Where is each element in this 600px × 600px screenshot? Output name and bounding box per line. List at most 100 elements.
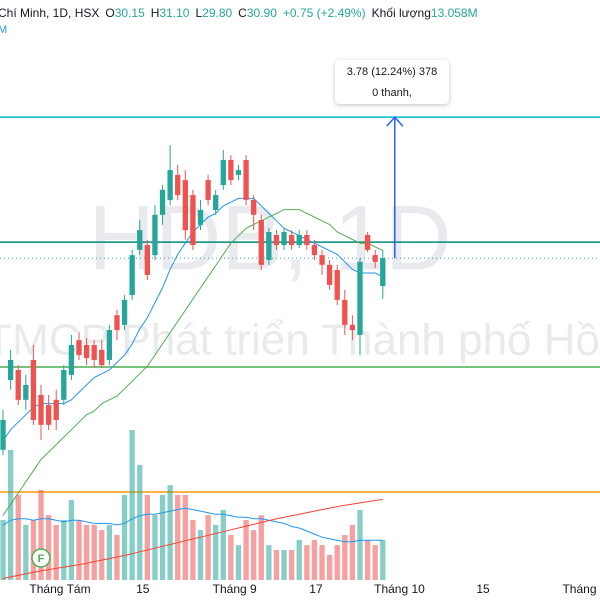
volume-bar — [38, 490, 44, 580]
candle-body — [114, 315, 120, 331]
candle-body — [334, 270, 340, 300]
volume-bar — [137, 464, 143, 580]
candle-body — [235, 170, 242, 175]
legend-key: L — [195, 6, 203, 20]
candle-body — [137, 230, 143, 250]
candle-body — [281, 232, 287, 246]
volume-ma-line — [2, 499, 383, 579]
candle-body — [144, 245, 150, 275]
legend-value: 30.15 — [114, 6, 145, 20]
candle-body — [213, 195, 219, 210]
candle-body — [288, 234, 295, 246]
candle-body — [326, 264, 333, 285]
volume-bar — [372, 545, 378, 580]
symbol: Chí Minh, 1D, HSX — [0, 6, 100, 20]
legend-sub: M — [0, 24, 8, 36]
candle-body — [349, 324, 356, 331]
volume-bar — [357, 509, 363, 580]
legend-key: Khối lượng — [371, 6, 431, 20]
volume-bar — [68, 500, 75, 580]
legend-item: L29.80 — [195, 6, 232, 20]
legend-value: 29.80 — [202, 6, 233, 20]
volume-bar — [144, 494, 150, 580]
volume-bar — [159, 494, 166, 580]
x-tick-label: 17 — [309, 582, 323, 596]
volume-bar — [349, 524, 356, 580]
volume-bar — [205, 515, 211, 580]
volume-bar — [281, 550, 287, 580]
legend-item: Khối lượng13.058M — [372, 6, 478, 20]
candle-body — [68, 345, 75, 375]
volume-bar — [76, 520, 82, 580]
x-tick-label: 15 — [476, 582, 490, 596]
x-tick-label: Tháng 9 — [213, 582, 257, 596]
candle-body — [167, 170, 173, 200]
candle-body — [228, 160, 234, 181]
x-tick-label: Tháng — [562, 582, 596, 596]
candle-body — [91, 345, 97, 360]
candle-body — [152, 214, 158, 256]
volume-bar — [258, 515, 264, 580]
event-label: F — [38, 553, 45, 565]
legend-item: +0.75 (+2.49%) — [283, 6, 366, 20]
legend-value: +0.75 (+2.49%) — [282, 6, 366, 20]
candle-body — [243, 160, 249, 200]
legend-header: Chí Minh, 1D, HSX O30.15 H31.10 L29.80 C30.… — [0, 6, 478, 20]
volume-bar — [23, 524, 29, 580]
volume-bar — [266, 545, 272, 580]
volume-bar — [106, 524, 113, 580]
candle-body — [61, 370, 67, 400]
candle-body — [83, 345, 90, 359]
time-axis — [0, 580, 600, 600]
volume-bar — [251, 530, 257, 580]
volume-bar — [364, 539, 371, 580]
volume-bar — [288, 550, 295, 580]
measure-label: 3.78 (12.24%) 378 — [346, 66, 438, 78]
candle-body — [220, 160, 226, 186]
measure-box: 3.78 (12.24%) 378 0 thanh, — [335, 60, 449, 104]
volume-bar — [91, 524, 97, 580]
volume-bar — [61, 520, 67, 580]
volume-bar — [228, 535, 234, 580]
volume-bar — [7, 449, 14, 580]
volume-bar — [152, 515, 158, 580]
candle-body — [311, 245, 318, 256]
candle-body — [357, 261, 363, 335]
volume-bar — [53, 524, 59, 580]
volume-bar — [0, 520, 6, 580]
candle-body — [251, 199, 257, 215]
candle-body — [15, 370, 21, 400]
candle-body — [129, 255, 135, 296]
candle-body — [106, 330, 113, 360]
legend-key: O — [105, 6, 115, 20]
volume-bar — [167, 485, 173, 580]
candle-body — [0, 419, 6, 450]
candle-body — [197, 209, 204, 225]
x-tick-label: Tháng 10 — [374, 582, 425, 596]
candle-body — [258, 220, 264, 265]
volume-bar — [311, 539, 318, 580]
legend-item: H31.10 — [151, 6, 190, 20]
volume-ma-line — [2, 507, 383, 543]
volume-bar — [175, 494, 181, 580]
volume-bar — [273, 550, 280, 580]
volume-bar — [30, 520, 37, 580]
volume-bar — [220, 509, 226, 580]
x-tick-label: Tháng Tám — [29, 582, 90, 596]
candle-body — [372, 255, 378, 262]
event-marker — [31, 548, 51, 568]
candle-body — [273, 234, 280, 246]
candle-body — [364, 234, 371, 250]
candle-body — [121, 299, 128, 325]
candle-body — [319, 255, 325, 265]
candle-body — [380, 258, 386, 287]
candle-body — [30, 359, 37, 420]
volume-bar — [45, 515, 52, 580]
measure-arrowhead — [386, 115, 404, 127]
candle-body — [190, 195, 196, 246]
candle-body — [45, 405, 52, 425]
volume-bar — [213, 524, 219, 580]
measure-label: 0 thanh, — [372, 87, 412, 99]
